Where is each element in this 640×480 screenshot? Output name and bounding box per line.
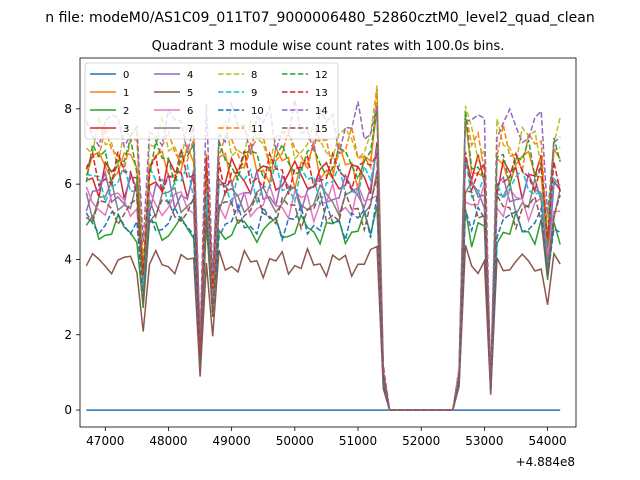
- legend-label-3: 3: [123, 124, 129, 135]
- plot-lines: [85, 85, 561, 411]
- legend-label-2: 2: [123, 106, 129, 117]
- series-line-9: [86, 150, 561, 411]
- plot-frame: [79, 57, 577, 428]
- legend-label-8: 8: [251, 70, 257, 81]
- x-tick-label: 54000: [528, 434, 566, 448]
- x-tick-label: 53000: [465, 434, 503, 448]
- y-tick-label: 2: [64, 328, 72, 342]
- legend-label-15: 15: [315, 124, 328, 135]
- series-line-8: [85, 85, 561, 411]
- legend-label-7: 7: [187, 124, 193, 135]
- x-tick-label: 52000: [402, 434, 440, 448]
- legend-label-12: 12: [315, 70, 328, 81]
- legend-label-6: 6: [187, 106, 193, 117]
- y-axis: 0 2 4 6 8: [64, 102, 80, 417]
- series-line-10: [85, 195, 561, 411]
- legend-label-4: 4: [187, 70, 193, 81]
- x-tick-label: 51000: [339, 434, 377, 448]
- legend-label-0: 0: [123, 70, 129, 81]
- x-offset-label: +4.884e8: [516, 455, 575, 469]
- series-line-6: [85, 181, 561, 411]
- series-line-2: [85, 206, 561, 411]
- legend-label-9: 9: [251, 88, 257, 99]
- legend-label-10: 10: [251, 106, 264, 117]
- legend-label-1: 1: [123, 88, 129, 99]
- series-line-5: [85, 244, 561, 411]
- chart-title: Quadrant 3 module wise count rates with …: [152, 39, 505, 54]
- legend-label-13: 13: [315, 88, 328, 99]
- y-tick-label: 6: [64, 177, 72, 191]
- y-tick-label: 4: [64, 252, 72, 266]
- series-line-12: [85, 108, 561, 411]
- legend-label-11: 11: [251, 124, 264, 135]
- legend-label-5: 5: [187, 88, 193, 99]
- y-tick-label: 0: [64, 403, 72, 417]
- series-line-1: [85, 108, 561, 411]
- figure-suptitle: n file: modeM0/AS1C09_011T07_9000006480_…: [45, 10, 594, 26]
- x-tick-label: 49000: [213, 434, 251, 448]
- x-tick-label: 47000: [86, 434, 124, 448]
- legend-label-14: 14: [315, 106, 328, 117]
- x-tick-label: 48000: [149, 434, 187, 448]
- legend-box: [84, 62, 339, 140]
- x-axis: 47000 48000 49000 50000 51000 52000 53000 54000: [86, 427, 567, 448]
- y-tick-label: 8: [64, 102, 72, 116]
- x-tick-label: 50000: [276, 434, 314, 448]
- series-line-13: [85, 148, 561, 411]
- series-line-15: [85, 176, 561, 411]
